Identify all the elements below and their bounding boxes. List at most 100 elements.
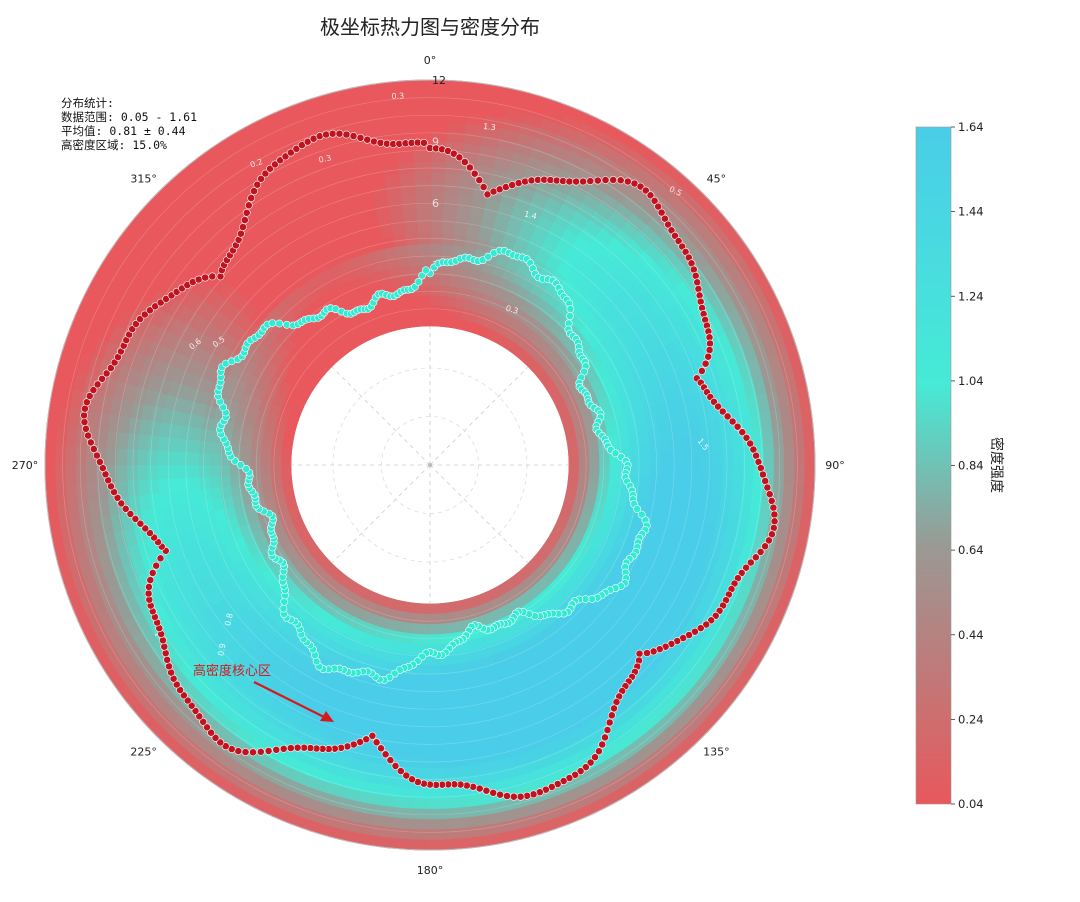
heatmap-cell (669, 354, 685, 373)
heatmap-cell (381, 236, 397, 250)
heatmap-cell (184, 599, 202, 620)
heatmap-cell (278, 159, 301, 177)
heatmap-cell (180, 339, 198, 359)
heatmap-cell (404, 611, 415, 624)
heatmap-cell (769, 577, 787, 602)
heatmap-cell (87, 353, 104, 376)
heatmap-cell (620, 221, 642, 241)
heatmap-cell (624, 724, 647, 745)
heatmap-cell (447, 285, 460, 298)
heatmap-cell (567, 449, 580, 459)
heatmap-cell (746, 395, 761, 417)
heatmap-cell (157, 449, 169, 465)
heatmap-cell (690, 641, 711, 663)
heatmap-cell (799, 504, 814, 528)
heatmap-cell (678, 423, 692, 441)
heatmap-cell (399, 642, 412, 655)
heatmap-cell (578, 448, 590, 458)
heatmap-cell (166, 647, 187, 669)
red-point (609, 175, 618, 184)
heatmap-cell (430, 151, 449, 163)
red-point (696, 624, 705, 633)
contour-ring (132, 167, 728, 763)
heatmap-cell (459, 753, 478, 767)
heatmap-cell (751, 430, 764, 450)
heatmap-cell (593, 780, 618, 801)
heatmap-cell (414, 315, 424, 328)
heatmap-cell (483, 114, 506, 129)
cyan-point (279, 604, 288, 613)
heatmap-cell (458, 743, 476, 757)
heatmap-cell (497, 671, 513, 686)
heatmap-cell (779, 580, 797, 606)
heatmap-cell (701, 465, 713, 482)
heatmap-cell (430, 120, 450, 132)
red-point (136, 315, 144, 323)
heatmap-cell (225, 139, 250, 160)
heatmap-cell (659, 477, 672, 492)
heatmap-cell (242, 129, 267, 150)
heatmap-cell (446, 817, 469, 830)
heatmap-cell (580, 719, 601, 738)
red-point (503, 792, 511, 800)
heatmap-cell (236, 156, 260, 177)
heatmap-cell (481, 261, 497, 275)
heatmap-cell (346, 147, 367, 163)
heatmap-cell (180, 501, 195, 518)
heatmap-cell (270, 464, 282, 474)
heatmap-cell (107, 582, 126, 606)
heatmap-cell (686, 708, 709, 732)
heatmap-cell (408, 828, 430, 841)
heatmap-cell (444, 612, 455, 624)
heatmap-cell (147, 433, 160, 451)
heatmap-cell (696, 406, 710, 424)
heatmap-cell (648, 428, 661, 444)
heatmap-cell (718, 313, 736, 336)
contour-ring (203, 238, 657, 692)
heatmap-cell (200, 623, 219, 643)
red-point (272, 745, 281, 754)
heatmap-cell (639, 197, 662, 219)
heatmap-cell (662, 515, 677, 532)
heatmap-cell (743, 652, 764, 677)
heatmap-cell (177, 706, 200, 729)
heatmap-cell (166, 531, 182, 550)
heatmap-cell (111, 563, 129, 585)
heatmap-cell (158, 596, 177, 617)
heatmap-cell (385, 723, 403, 737)
contour-ring (255, 290, 605, 640)
heatmap-cell (688, 422, 702, 439)
heatmap-cell (680, 579, 698, 600)
heatmap-cell (219, 193, 242, 214)
red-point (559, 177, 567, 185)
heatmap-cell (416, 212, 432, 225)
heatmap-cell (447, 121, 468, 134)
heatmap-cell (665, 323, 683, 343)
heatmap-cell (272, 761, 295, 780)
heatmap-cell (342, 680, 359, 695)
cyan-point (282, 320, 291, 329)
heatmap-cell (776, 520, 791, 543)
heatmap-cell (454, 224, 470, 238)
heatmap-cell (157, 177, 181, 201)
heatmap-cell (366, 645, 381, 659)
heatmap-cell (675, 299, 694, 321)
annotation-arrow-shaft (253, 681, 327, 719)
heatmap-cell (486, 674, 502, 689)
contour-label: 0.3 (318, 153, 332, 164)
red-point (603, 726, 612, 734)
heatmap-cell (318, 358, 333, 373)
heatmap-cell (681, 451, 693, 467)
red-point (465, 163, 474, 172)
colorbar-bar (915, 126, 952, 805)
heatmap-cell (273, 495, 287, 507)
heatmap-cell (167, 259, 188, 281)
heatmap-cell (562, 807, 587, 826)
heatmap-cell (410, 89, 432, 102)
heatmap-cell (741, 481, 754, 501)
heatmap-cell (248, 519, 263, 534)
heatmap-cell (147, 477, 160, 495)
heatmap-cell (123, 291, 142, 314)
heatmap-cell (655, 501, 669, 517)
heatmap-cell (698, 646, 719, 669)
